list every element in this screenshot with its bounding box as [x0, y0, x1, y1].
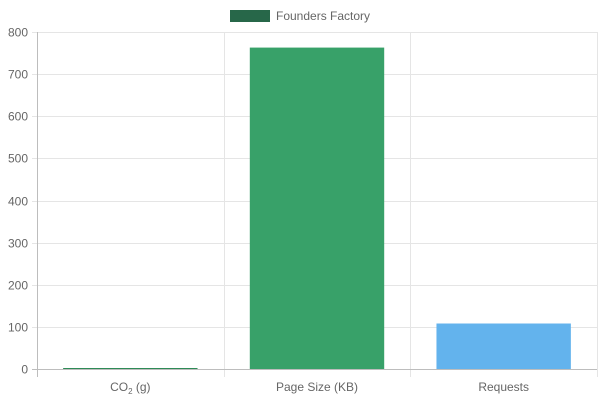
bars: [63, 47, 571, 370]
x-tick-label: Page Size (KB): [276, 380, 358, 394]
y-tick-label: 100: [8, 321, 28, 335]
y-tick-label: 600: [8, 110, 28, 124]
y-tick-label: 700: [8, 68, 28, 82]
legend-label[interactable]: Founders Factory: [276, 9, 370, 23]
y-tick-label: 400: [8, 195, 28, 209]
x-tick-label: Requests: [478, 380, 529, 394]
y-tick-label: 500: [8, 152, 28, 166]
y-tick-label: 0: [21, 363, 28, 377]
y-tick-label: 300: [8, 237, 28, 251]
y-tick-label: 800: [8, 26, 28, 40]
axes: 0 100 200 300 400 500 600 700 800 CO2 (g) Page Siz…: [8, 26, 597, 396]
y-tick-label: 200: [8, 279, 28, 293]
bar[interactable]: [249, 47, 385, 370]
x-tick-label: CO2 (g): [110, 380, 150, 396]
legend-swatch[interactable]: [230, 10, 270, 22]
bar[interactable]: [63, 368, 198, 369]
bar[interactable]: [436, 323, 571, 369]
legend[interactable]: Founders Factory: [230, 9, 370, 23]
